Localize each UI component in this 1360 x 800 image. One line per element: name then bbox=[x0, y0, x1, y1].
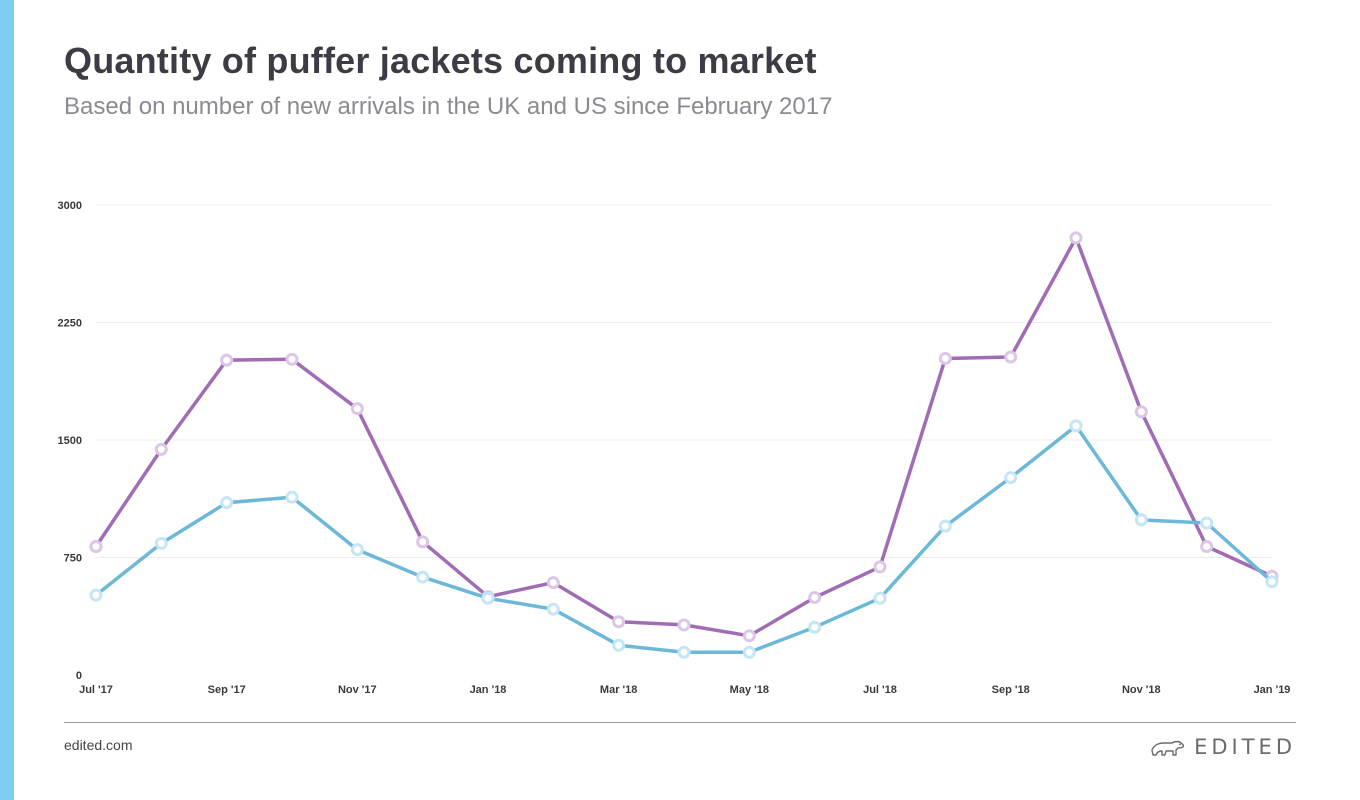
data-point bbox=[546, 576, 560, 590]
data-point bbox=[677, 645, 691, 659]
data-point bbox=[481, 591, 495, 605]
data-point bbox=[742, 629, 756, 643]
data-point bbox=[285, 490, 299, 504]
data-point bbox=[1200, 516, 1214, 530]
x-tick-label: Jan '19 bbox=[1254, 684, 1291, 696]
y-tick-label: 0 bbox=[76, 670, 82, 682]
data-point bbox=[612, 638, 626, 652]
x-tick-label: Jul '18 bbox=[863, 684, 897, 696]
data-point bbox=[742, 645, 756, 659]
brand-name: EDITED bbox=[1194, 735, 1296, 759]
data-point bbox=[1265, 575, 1279, 589]
y-axis-ticks: 0 750 1500 2250 3000 bbox=[58, 200, 82, 682]
footer-divider bbox=[64, 722, 1296, 723]
data-point bbox=[350, 543, 364, 557]
gridlines bbox=[96, 204, 1272, 558]
data-point bbox=[1069, 231, 1083, 245]
series-line bbox=[94, 236, 1274, 638]
data-point bbox=[89, 540, 103, 554]
y-tick-label: 2250 bbox=[58, 318, 82, 330]
data-point bbox=[677, 618, 691, 632]
data-point bbox=[154, 536, 168, 550]
data-point bbox=[1134, 513, 1148, 527]
data-point bbox=[1134, 405, 1148, 419]
x-tick-label: Sep '18 bbox=[992, 684, 1030, 696]
data-point bbox=[220, 496, 234, 510]
x-tick-label: May '18 bbox=[730, 684, 769, 696]
y-tick-label: 1500 bbox=[58, 435, 82, 447]
x-tick-label: Jul '17 bbox=[79, 684, 113, 696]
brand-logo: EDITED bbox=[1150, 733, 1296, 761]
data-point bbox=[1004, 471, 1018, 485]
line-chart: 0 750 1500 2250 3000 Jul '17 Sep '17 Nov '17 Ja… bbox=[58, 200, 1291, 696]
chart-title: Quantity of puffer jackets coming to mar… bbox=[64, 40, 817, 81]
x-tick-label: Nov '18 bbox=[1122, 684, 1161, 696]
series-0 bbox=[89, 231, 1279, 643]
data-point bbox=[350, 402, 364, 416]
y-tick-label: 750 bbox=[64, 553, 82, 565]
data-point bbox=[1004, 350, 1018, 364]
x-tick-label: Nov '17 bbox=[338, 684, 377, 696]
footer-site-link[interactable]: edited.com bbox=[64, 737, 133, 753]
accent-bar bbox=[0, 0, 14, 800]
data-point bbox=[808, 590, 822, 604]
data-point bbox=[416, 570, 430, 584]
chart-subtitle: Based on number of new arrivals in the U… bbox=[64, 93, 833, 120]
data-point bbox=[612, 615, 626, 629]
data-point bbox=[154, 442, 168, 456]
series-1 bbox=[89, 419, 1279, 659]
data-point bbox=[416, 535, 430, 549]
data-point bbox=[285, 352, 299, 366]
polar-bear-icon bbox=[1151, 740, 1185, 756]
data-point bbox=[220, 353, 234, 367]
data-point bbox=[546, 602, 560, 616]
x-tick-label: Jan '18 bbox=[470, 684, 507, 696]
data-point bbox=[873, 591, 887, 605]
x-tick-label: Mar '18 bbox=[600, 684, 637, 696]
series-layer bbox=[89, 231, 1279, 659]
y-tick-label: 3000 bbox=[58, 200, 82, 212]
data-point bbox=[808, 620, 822, 634]
x-tick-label: Sep '17 bbox=[208, 684, 246, 696]
data-point bbox=[1069, 419, 1083, 433]
data-point bbox=[938, 519, 952, 533]
series-line bbox=[94, 424, 1274, 655]
data-point bbox=[1200, 540, 1214, 554]
data-point bbox=[873, 560, 887, 574]
data-point bbox=[89, 588, 103, 602]
data-point bbox=[938, 352, 952, 366]
x-axis-ticks: Jul '17 Sep '17 Nov '17 Jan '18 Mar '18 May '… bbox=[79, 684, 1290, 696]
